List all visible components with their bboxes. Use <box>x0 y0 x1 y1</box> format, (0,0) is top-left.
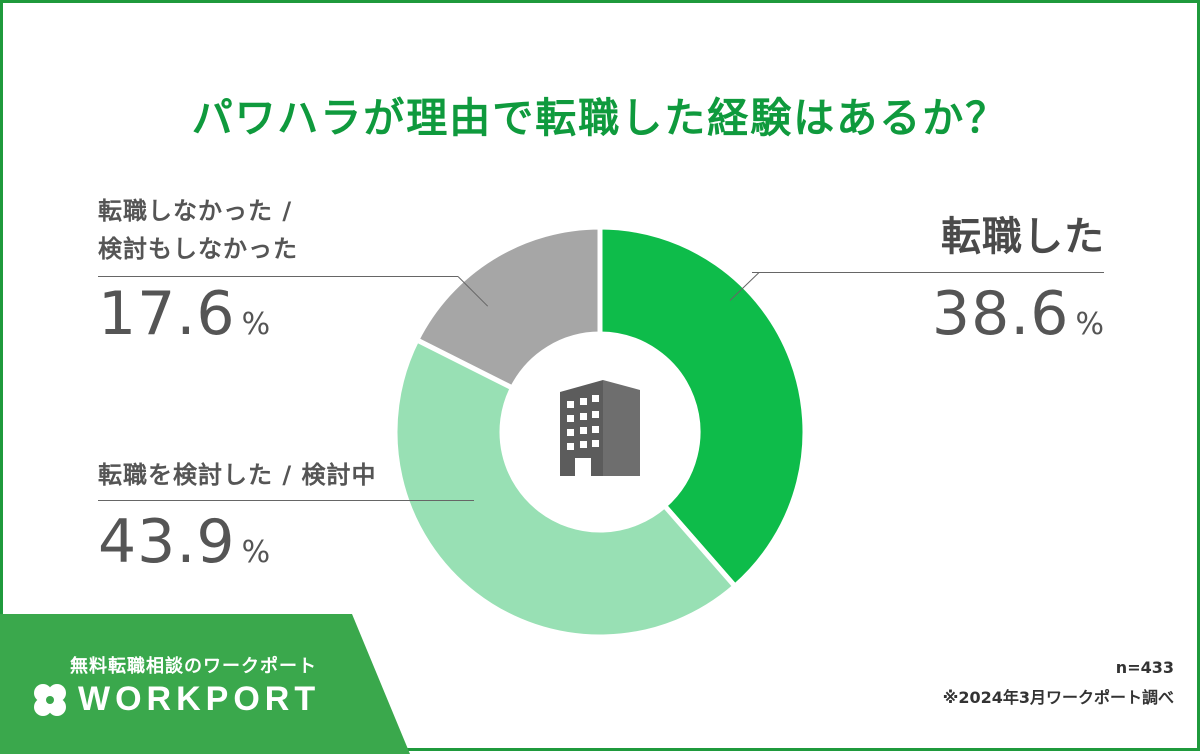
slice-not-changed <box>413 224 603 392</box>
source-note: ※2024年3月ワークポート調べ <box>942 688 1174 707</box>
leader-line-considered <box>98 500 474 501</box>
label-changed-category: 転職した <box>941 214 1105 260</box>
leader-line-changed <box>752 272 1104 273</box>
label-considered-category: 転職を検討した / 検討中 <box>98 461 377 489</box>
logo-panel <box>0 614 410 754</box>
building-icon <box>560 380 640 476</box>
pct-considered: 43.9 <box>98 507 236 577</box>
label-changed: 転職した <box>880 210 1105 264</box>
pct-not-unit: % <box>241 307 272 342</box>
label-not-line1: 転職しなかった / <box>98 197 293 225</box>
pct-changed: 38.6 <box>931 279 1070 349</box>
label-considered-value: 43.9% <box>98 512 271 583</box>
label-changed-value: 38.6% <box>880 284 1105 355</box>
leader-line-not <box>98 276 458 277</box>
pct-changed-unit: % <box>1075 307 1105 342</box>
logo-wordmark: WORKPORT <box>78 680 321 718</box>
label-not-changed: 転職しなかった / 検討もしなかった <box>98 192 298 268</box>
label-not-line2: 検討もしなかった <box>98 235 298 263</box>
logo-tagline: 無料転職相談のワークポート <box>70 656 317 677</box>
sample-size-note: n=433 <box>1115 658 1174 677</box>
chart-title: パワハラが理由で転職した経験はあるか？ <box>191 94 1009 142</box>
pct-not: 17.6 <box>98 279 236 349</box>
clover-icon <box>34 684 66 716</box>
label-not-value: 17.6% <box>98 284 271 355</box>
slice-changed <box>597 224 808 590</box>
slice-considered <box>392 336 739 640</box>
label-considered: 転職を検討した / 検討中 <box>98 456 376 494</box>
pct-considered-unit: % <box>241 535 272 570</box>
